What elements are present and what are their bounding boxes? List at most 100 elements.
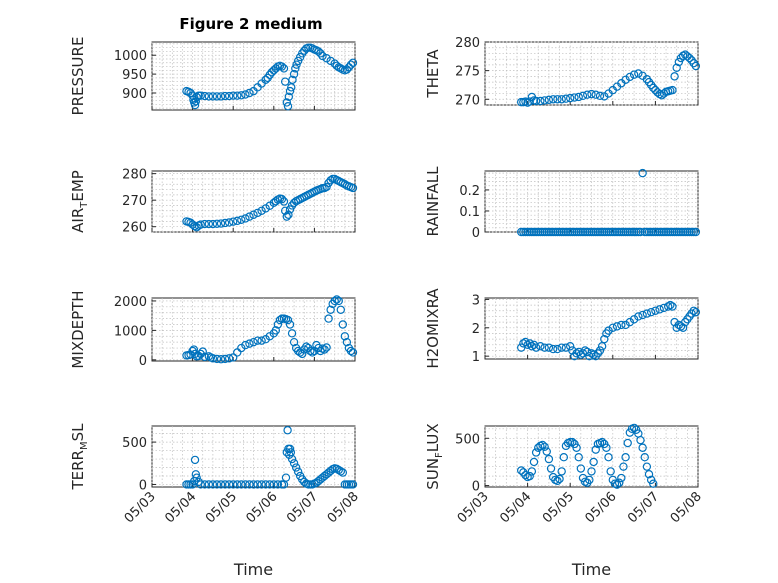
- y-axis-label: PRESSURE: [69, 37, 87, 116]
- data-point: [269, 480, 278, 489]
- data-point: [591, 445, 600, 454]
- data-point: [208, 480, 218, 489]
- data-point: [237, 91, 246, 100]
- series-markers: [517, 50, 701, 107]
- data-point: [192, 92, 201, 102]
- data-point: [546, 464, 556, 473]
- data-point: [283, 315, 293, 325]
- y-axis-label: AIRTEMP: [69, 170, 90, 233]
- data-point: [559, 453, 569, 462]
- data-point: [646, 307, 656, 317]
- data-point: [342, 337, 352, 347]
- data-point: [617, 320, 626, 330]
- axes-box: [151, 41, 356, 111]
- data-point: [583, 90, 592, 99]
- data-point: [540, 343, 549, 352]
- data-point: [587, 89, 596, 99]
- data-point: [298, 349, 307, 359]
- data-point: [200, 480, 209, 489]
- series-markers: [517, 423, 658, 489]
- data-point: [555, 474, 564, 484]
- data-point: [273, 480, 283, 489]
- series-markers: [182, 43, 358, 111]
- y-tick-label: 1: [472, 350, 480, 365]
- data-point: [540, 96, 549, 105]
- data-point: [233, 216, 242, 226]
- data-point: [208, 219, 218, 229]
- data-point: [228, 217, 238, 226]
- data-point: [566, 93, 575, 103]
- data-point: [644, 470, 654, 479]
- data-point: [283, 102, 293, 111]
- data-point: [212, 480, 222, 489]
- y-axis-label: MIXDEPTH: [69, 290, 87, 368]
- data-point: [595, 346, 605, 355]
- data-point: [678, 323, 688, 332]
- data-point: [623, 438, 632, 448]
- data-point: [320, 345, 329, 354]
- data-point: [237, 215, 246, 224]
- data-point: [289, 459, 299, 468]
- data-point: [597, 437, 607, 447]
- data-point: [336, 467, 345, 476]
- data-point: [249, 210, 258, 219]
- data-point: [621, 453, 630, 462]
- data-point: [283, 426, 292, 435]
- data-point: [338, 320, 348, 329]
- data-point: [190, 455, 200, 465]
- data-point: [292, 60, 301, 69]
- data-point: [245, 480, 254, 489]
- data-point: [346, 346, 356, 356]
- data-point: [216, 355, 226, 364]
- data-point: [285, 86, 295, 96]
- data-point: [649, 479, 658, 488]
- data-point: [322, 182, 331, 192]
- figure-title: Figure 2 medium: [179, 15, 322, 33]
- data-point: [668, 85, 677, 95]
- data-point: [336, 305, 345, 314]
- data-point: [261, 480, 270, 489]
- data-point: [282, 212, 291, 221]
- data-point: [275, 315, 285, 325]
- data-point: [587, 467, 596, 476]
- y-tick-label: 2000: [114, 295, 147, 310]
- data-point: [196, 91, 205, 100]
- y-tick-label: 950: [122, 68, 147, 83]
- data-point: [566, 342, 575, 351]
- data-point: [557, 467, 566, 476]
- data-point: [186, 88, 195, 98]
- data-point: [332, 295, 341, 304]
- data-point: [553, 344, 562, 354]
- data-point: [568, 437, 577, 447]
- data-point: [629, 315, 639, 324]
- data-point: [249, 480, 258, 489]
- axes-box: [151, 170, 356, 233]
- data-point: [553, 95, 562, 104]
- data-point: [625, 317, 635, 327]
- data-point: [517, 466, 526, 475]
- data-point: [691, 307, 701, 317]
- data-point: [670, 72, 679, 81]
- data-point: [220, 91, 230, 101]
- data-point: [691, 227, 701, 237]
- data-point: [293, 467, 303, 476]
- data-point: [629, 423, 639, 433]
- data-point: [602, 443, 611, 452]
- data-point: [253, 336, 262, 345]
- data-point: [279, 64, 289, 73]
- y-tick-label: 270: [122, 194, 147, 209]
- data-point: [544, 343, 554, 352]
- data-point: [536, 342, 545, 351]
- subplot-rainfall: 0 0.1 0.2 RAINFALL: [424, 166, 701, 241]
- data-point: [289, 337, 299, 347]
- data-point: [288, 75, 297, 84]
- data-point: [253, 480, 262, 489]
- data-point: [204, 92, 214, 101]
- data-point: [326, 176, 335, 185]
- data-point: [271, 326, 281, 335]
- data-point: [536, 96, 545, 106]
- data-point: [284, 92, 294, 101]
- data-point: [192, 473, 201, 482]
- y-tick-label: 500: [122, 436, 147, 451]
